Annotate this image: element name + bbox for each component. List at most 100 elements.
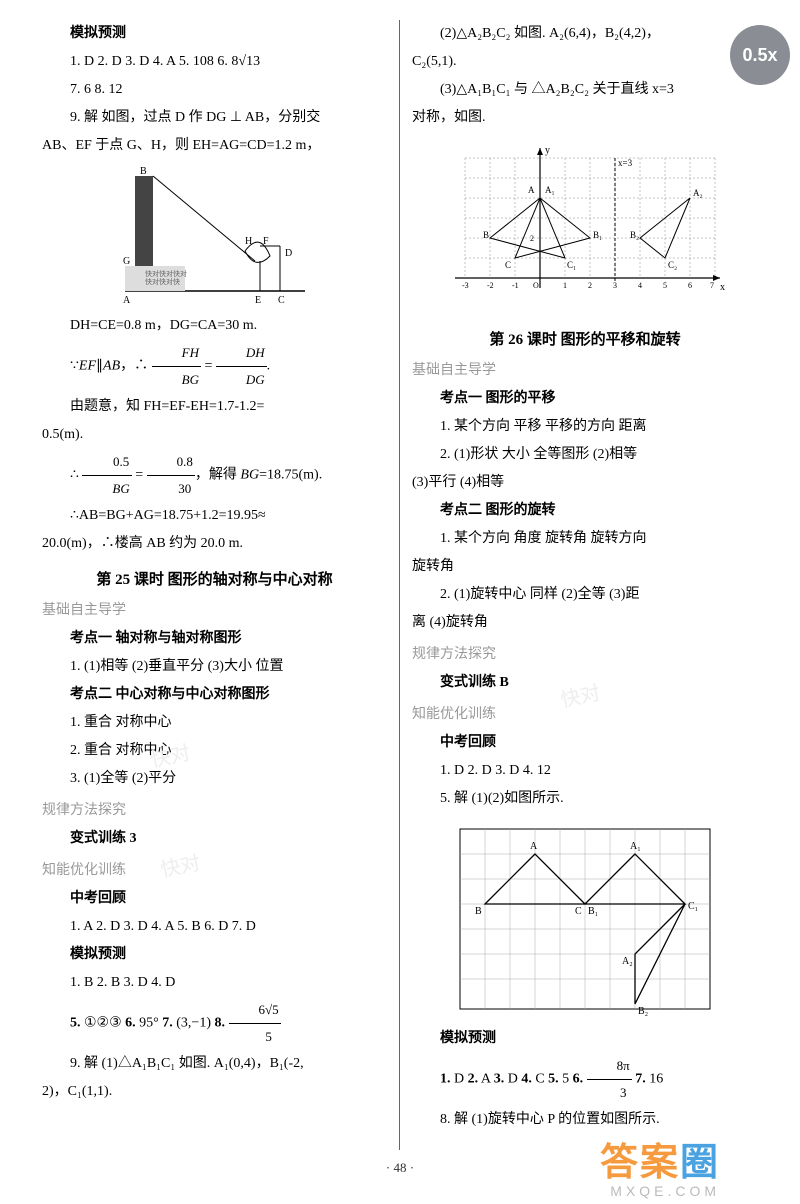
answer-line: 1. 某个方向 角度 旋转角 旋转方向: [412, 525, 758, 553]
svg-text:B₁: B₁: [593, 230, 602, 240]
svg-text:C: C: [575, 906, 582, 917]
svg-text:B₂: B₂: [630, 230, 639, 240]
watermark-logo: 答案圈: [600, 1131, 720, 1186]
svg-text:A: A: [528, 185, 535, 195]
svg-text:-3: -3: [462, 281, 469, 290]
answer-line: 3. (1)全等 (2)平分: [42, 765, 387, 793]
page-content: 模拟预测 1. D 2. D 3. D 4. A 5. 108 6. 8√13 …: [0, 0, 800, 1160]
svg-text:快对快对快: 快对快对快: [145, 277, 180, 286]
answer-line: 1. B 2. B 3. D 4. D: [42, 969, 387, 997]
svg-text:x: x: [720, 282, 725, 293]
answer-line: 1. (1)相等 (2)垂直平分 (3)大小 位置: [42, 653, 387, 681]
solution-line: ∴ 0.5BG = 0.830，解得 BG=18.75(m).: [42, 449, 387, 502]
wm-quan: 圈: [680, 1142, 720, 1184]
zhongkao: 中考回顾: [42, 885, 387, 913]
moni2: 模拟预测: [42, 941, 387, 969]
answer-line: 7. 6 8. 12: [42, 76, 387, 104]
svg-text:C: C: [278, 295, 285, 306]
section-guilv: 规律方法探究: [42, 799, 387, 819]
answer-line: (3)平行 (4)相等: [412, 469, 758, 497]
svg-text:2: 2: [530, 234, 534, 243]
section-zhineng: 知能优化训练: [412, 703, 758, 723]
section-jichu: 基础自主导学: [412, 359, 758, 379]
solution-line: C₂(5,1).: [412, 48, 758, 76]
left-column: 模拟预测 1. D 2. D 3. D 4. A 5. 108 6. 8√13 …: [30, 20, 400, 1150]
watermark-url: MXQE.COM: [610, 1183, 720, 1199]
svg-text:快对快对快对: 快对快对快对: [145, 269, 187, 278]
figure-lightpole: B G H F D A E C 快对快对快对 快对快对快: [115, 166, 315, 306]
svg-text:B: B: [483, 230, 489, 240]
solution-line: 由题意，知 FH=EF-EH=1.7-1.2=: [42, 393, 387, 421]
solution-line: 9. 解 (1)△A₁B₁C₁ 如图. A₁(0,4)，B₁(-2,: [42, 1050, 387, 1078]
svg-text:A₁: A₁: [545, 185, 555, 195]
section-zhineng: 知能优化训练: [42, 859, 387, 879]
wm-ans: 答案: [600, 1142, 680, 1184]
solution-line: 20.0(m)，∴楼高 AB 约为 20.0 m.: [42, 530, 387, 558]
solution-line: (3)△A₁B₁C₁ 与 △A₂B₂C₂ 关于直线 x=3: [412, 76, 758, 104]
figure-grid-rotation: A B C A₁ B₁ C₁ A₂ B₂: [450, 819, 720, 1019]
section-jichu: 基础自主导学: [42, 599, 387, 619]
svg-text:7: 7: [710, 281, 714, 290]
solution-line: 5. 解 (1)(2)如图所示.: [412, 785, 758, 813]
heading-moni: 模拟预测: [42, 20, 387, 48]
answer-line: 5. ①②③ 6. 95° 7. (3,−1) 8. 6√55: [42, 997, 387, 1050]
svg-text:D: D: [285, 248, 292, 259]
lesson-26-heading: 第 26 课时 图形的平移和旋转: [412, 328, 758, 349]
svg-text:A: A: [123, 295, 131, 306]
svg-text:B: B: [140, 166, 147, 177]
svg-text:-2: -2: [487, 281, 494, 290]
answer-line: 2. 重合 对称中心: [42, 737, 387, 765]
answer-line: 1. 某个方向 平移 平移的方向 距离: [412, 413, 758, 441]
svg-text:3: 3: [613, 281, 617, 290]
figure-coord-triangles: x=3 AA₁ BB₁ CC₁ A₂B₂ C₂ yx -3-2-1 O12 34…: [445, 138, 725, 318]
svg-text:-1: -1: [512, 281, 519, 290]
svg-text:1: 1: [563, 281, 567, 290]
answer-line: 1. D 2. A 3. D 4. C 5. 5 6. 8π3 7. 16: [412, 1053, 758, 1106]
svg-text:H: H: [245, 236, 252, 247]
answer-line: 1. D 2. D 3. D 4. A 5. 108 6. 8√13: [42, 48, 387, 76]
solution-line: 8. 解 (1)旋转中心 P 的位置如图所示.: [412, 1106, 758, 1134]
bianshi: 变式训练 B: [412, 669, 758, 697]
svg-text:O: O: [533, 281, 539, 290]
solution-line: ∵EF∥AB，∴ FHBG = DHDG.: [42, 340, 387, 393]
answer-line: 2. (1)形状 大小 全等图形 (2)相等: [412, 441, 758, 469]
answer-line: 1. D 2. D 3. D 4. 12: [412, 757, 758, 785]
svg-text:y: y: [545, 145, 550, 156]
svg-text:A₂: A₂: [622, 956, 633, 967]
zhongkao: 中考回顾: [412, 729, 758, 757]
solution-line: DH=CE=0.8 m，DG=CA=30 m.: [42, 312, 387, 340]
zoom-badge[interactable]: 0.5x: [730, 25, 790, 85]
svg-text:B₂: B₂: [638, 1006, 648, 1017]
kaodian-1: 考点一 轴对称与轴对称图形: [42, 625, 387, 653]
svg-text:x=3: x=3: [618, 158, 633, 168]
lesson-25-heading: 第 25 课时 图形的轴对称与中心对称: [42, 568, 387, 589]
answer-line: 旋转角: [412, 553, 758, 581]
solution-line: (2)△A₂B₂C₂ 如图. A₂(6,4)，B₂(4,2)，: [412, 20, 758, 48]
answer-line: 离 (4)旋转角: [412, 609, 758, 637]
svg-text:2: 2: [588, 281, 592, 290]
solution-line: AB、EF 于点 G、H，则 EH=AG=CD=1.2 m，: [42, 132, 387, 160]
svg-text:B₁: B₁: [588, 906, 598, 917]
svg-text:B: B: [475, 906, 482, 917]
svg-text:G: G: [123, 256, 130, 267]
zoom-label: 0.5x: [742, 45, 777, 66]
svg-text:5: 5: [663, 281, 667, 290]
svg-text:A: A: [530, 841, 538, 852]
solution-line: ∴AB=BG+AG=18.75+1.2=19.95≈: [42, 502, 387, 530]
answer-line: 1. 重合 对称中心: [42, 709, 387, 737]
svg-text:F: F: [263, 236, 269, 247]
svg-text:C₂: C₂: [668, 260, 677, 270]
solution-line: 0.5(m).: [42, 421, 387, 449]
solution-line: 2)，C₁(1,1).: [42, 1078, 387, 1106]
section-guilv: 规律方法探究: [412, 643, 758, 663]
kaodian-2: 考点二 中心对称与中心对称图形: [42, 681, 387, 709]
solution-line: 对称，如图.: [412, 104, 758, 132]
svg-text:A₂: A₂: [693, 188, 703, 198]
svg-text:C₁: C₁: [688, 901, 698, 912]
svg-text:4: 4: [638, 281, 642, 290]
answer-line: 1. A 2. D 3. D 4. A 5. B 6. D 7. D: [42, 913, 387, 941]
svg-text:E: E: [255, 295, 261, 306]
svg-text:A₁: A₁: [630, 841, 641, 852]
svg-text:6: 6: [688, 281, 692, 290]
bianshi: 变式训练 3: [42, 825, 387, 853]
